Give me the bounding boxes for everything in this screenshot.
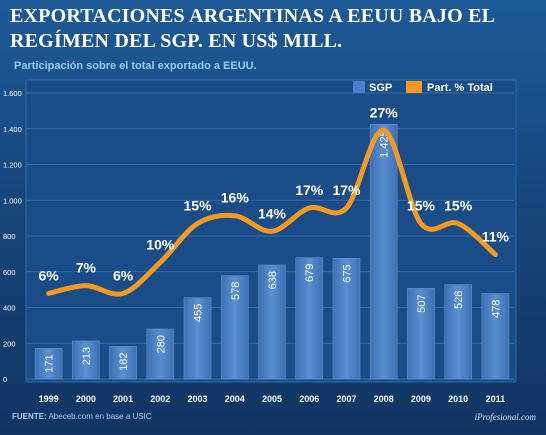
- line-value-label: 17%: [332, 182, 361, 198]
- bar: [481, 293, 510, 380]
- x-tick-label: 2002: [150, 394, 170, 404]
- bar-value-label: 182: [118, 352, 130, 370]
- y-tick-label: 1.200: [3, 161, 22, 170]
- bar-value-label: 507: [416, 294, 428, 312]
- source-note: FUENTE: Abeceb.com en base a USIC: [12, 412, 152, 421]
- y-tick-label: 400: [3, 304, 16, 313]
- chart-title-line-2: REGÍMEN DEL SGP. EN US$ MILL.: [10, 30, 343, 52]
- bar: [221, 275, 249, 380]
- line-value-label: 10%: [146, 236, 175, 252]
- x-tick-label: 2001: [113, 394, 133, 404]
- x-tick-label: 2009: [411, 394, 431, 404]
- line-value-label: 17%: [295, 182, 324, 198]
- bar: [407, 288, 435, 380]
- line-value-label: 16%: [221, 190, 250, 206]
- x-tick-label: 2011: [486, 394, 506, 404]
- x-tick-label: 1999: [39, 394, 59, 404]
- bar-value-label: 528: [453, 291, 465, 309]
- line-value-label: 6%: [113, 267, 134, 283]
- legend-label-sgp: SGP: [369, 82, 392, 94]
- bar: [183, 297, 212, 380]
- x-tick-label: 2007: [336, 394, 356, 404]
- legend: SGP Part. % Total: [353, 81, 493, 94]
- legend-swatch-sgp: [353, 81, 365, 93]
- line-value-label: 6%: [38, 267, 59, 283]
- line-value-label: 7%: [76, 260, 97, 276]
- bar: [109, 346, 137, 380]
- x-axis-ticks: 1999 2000 2001 2002 2003 2004 2005 2006 2007 2008…: [39, 394, 506, 404]
- chart-subtitle: Participación sobre el total exportado a…: [14, 60, 257, 72]
- line-value-labels: 6% 7% 6% 10% 15% 16% 14% 17% 17% 27% 15% 15% 11%: [38, 104, 509, 283]
- y-tick-label: 1.400: [3, 125, 22, 134]
- source-text: Abeceb.com en base a USIC: [46, 412, 152, 421]
- bar-value-label: 455: [193, 304, 205, 322]
- bar: [34, 348, 63, 380]
- bar-value-label: 478: [490, 300, 502, 318]
- brand-watermark: iProfesional.com: [474, 412, 536, 422]
- line-value-label: 11%: [482, 229, 510, 245]
- bar: [72, 340, 100, 380]
- y-tick-label: 1.000: [3, 196, 22, 205]
- bar-value-label: 280: [155, 335, 167, 353]
- x-tick-label: 2004: [225, 394, 245, 404]
- line-value-label: 27%: [370, 104, 399, 120]
- x-tick-label: 2003: [188, 394, 208, 404]
- bar: [332, 258, 361, 380]
- bar-value-label: 679: [304, 264, 316, 282]
- bar-value-label: 638: [267, 271, 279, 289]
- legend-swatch-part-total: [406, 81, 422, 93]
- bar-series: [34, 124, 510, 380]
- y-tick-label: 800: [3, 232, 16, 241]
- bar: [146, 328, 175, 380]
- chart-title: EXPORTACIONES ARGENTINAS A EEUU BAJO EL …: [10, 4, 540, 54]
- x-tick-label: 2008: [374, 394, 394, 404]
- bar-value-label: 675: [341, 264, 353, 282]
- x-tick-label: 2010: [448, 394, 468, 404]
- line-value-label: 15%: [444, 198, 473, 214]
- y-tick-label: 0: [3, 375, 7, 384]
- x-tick-label: 2000: [76, 394, 96, 404]
- bar: [369, 124, 398, 380]
- bar-value-label: 213: [81, 347, 93, 365]
- y-tick-label: 200: [3, 339, 16, 348]
- bar-value-label: 578: [230, 282, 242, 300]
- x-tick-label: 2006: [299, 394, 319, 404]
- line-value-label: 15%: [184, 198, 213, 214]
- bar: [295, 257, 323, 380]
- y-tick-label: 1.600: [3, 89, 22, 98]
- line-value-label: 15%: [407, 198, 436, 214]
- y-axis-ticks: 0 200 400 600 800 1.000 1.200 1.400 1.600: [3, 89, 22, 384]
- bar-value-label: 171: [44, 354, 56, 372]
- line-series-part-total: [46, 127, 498, 297]
- chart-title-line-1: EXPORTACIONES ARGENTINAS A EEUU BAJO EL: [10, 5, 496, 27]
- x-tick-label: 2005: [262, 394, 282, 404]
- legend-label-part-total: Part. % Total: [427, 82, 493, 94]
- line-value-label: 14%: [258, 205, 287, 221]
- source-label: FUENTE:: [12, 412, 47, 421]
- y-tick-label: 600: [3, 268, 16, 277]
- bar: [258, 264, 286, 380]
- bar: [444, 284, 472, 380]
